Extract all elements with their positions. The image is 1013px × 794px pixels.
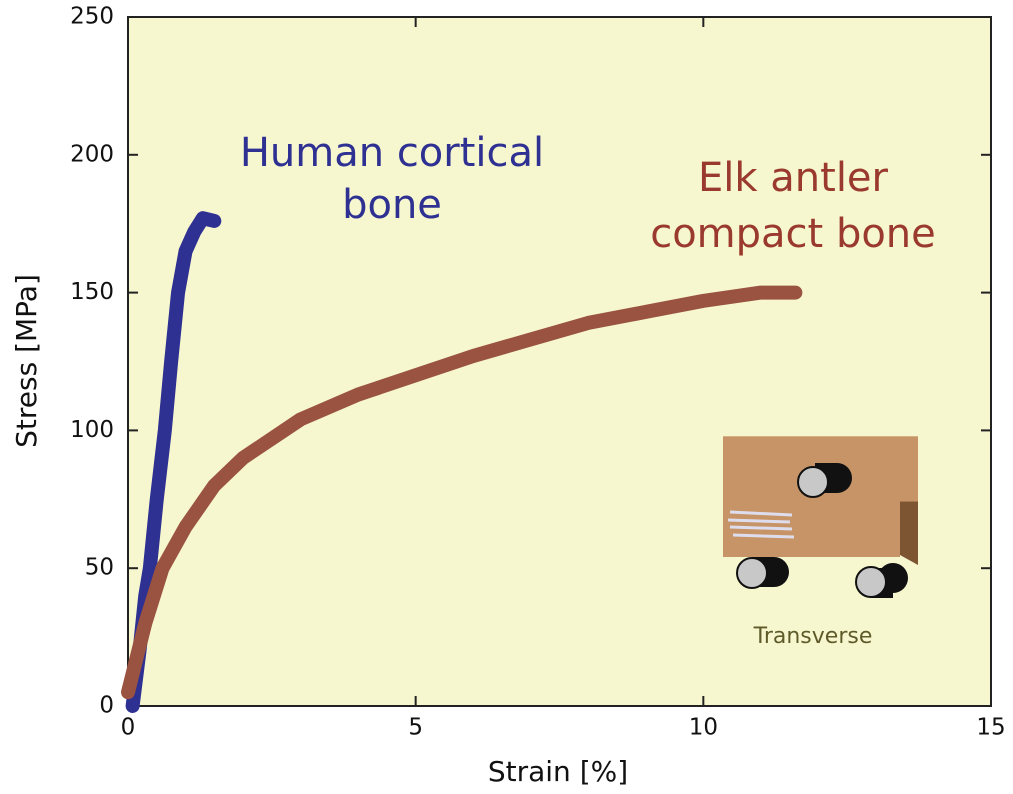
x-tick-label: 5 <box>408 715 423 741</box>
x-tick-label: 10 <box>689 715 718 741</box>
annotation: Transverse <box>753 624 873 649</box>
specimen-illustration <box>723 436 918 598</box>
fibers <box>727 510 795 539</box>
roller-left-face <box>736 557 768 589</box>
annotation: Human cortical <box>240 130 544 176</box>
y-tick-label: 100 <box>70 417 114 443</box>
roller-right-face <box>855 566 887 598</box>
y-axis-label: Stress [MPa] <box>10 274 43 448</box>
roller-top-end <box>822 463 852 493</box>
annotation: compact bone <box>650 211 936 257</box>
y-tick-label: 50 <box>85 555 114 581</box>
annotation: bone <box>342 182 442 228</box>
y-tick-label: 200 <box>70 141 114 167</box>
x-axis-label: Strain [%] <box>488 755 628 788</box>
box-side <box>900 490 918 565</box>
x-tick-label: 0 <box>121 715 136 741</box>
y-tick-label: 150 <box>70 279 114 305</box>
plot-area <box>127 16 992 707</box>
roller-top-face <box>797 466 829 498</box>
annotation: Elk antler <box>698 155 889 201</box>
y-tick-label: 250 <box>70 4 114 30</box>
y-tick-label: 0 <box>99 693 114 719</box>
data-line <box>121 285 803 700</box>
x-tick-label: 15 <box>976 715 1005 741</box>
